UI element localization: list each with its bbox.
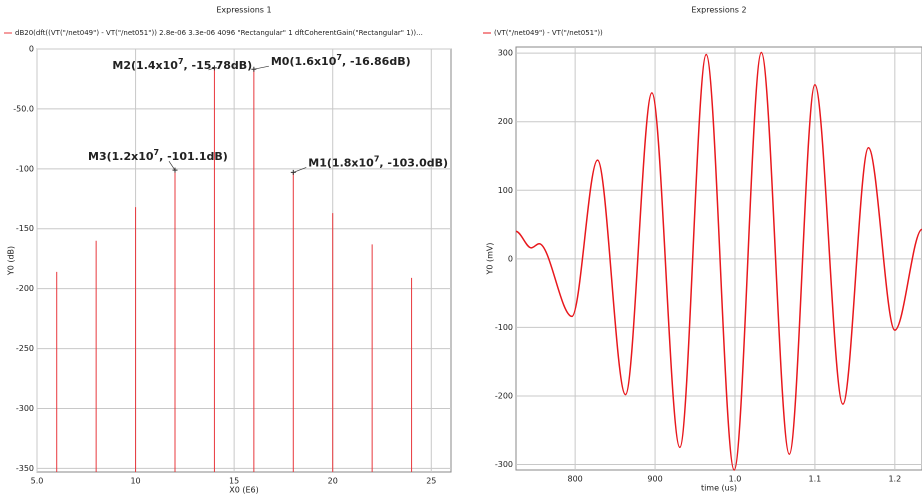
annotation-rest: , -101.1dB) [159, 150, 228, 163]
y-tick-label: -200 [16, 284, 34, 293]
marker [251, 66, 257, 72]
x-tick-label: 5.0 [31, 477, 44, 486]
annotation-rest: , -103.0dB) [379, 156, 448, 169]
x-tick-label: 20 [328, 477, 338, 486]
y-tick-label: -250 [16, 344, 34, 353]
annotation-rest: , -15.78dB) [184, 59, 253, 72]
annotation: M2(1.4x107, -15.78dB) [112, 56, 252, 72]
annotation-exp: 7 [374, 154, 380, 163]
x-tick-label: 25 [426, 477, 436, 486]
legend-label: dB20(dft((VT("/net049") - VT("/net051"))… [15, 29, 423, 37]
plot-area [36, 48, 452, 473]
chart-title: Expressions 1 [216, 6, 271, 15]
y-tick-label: -350 [16, 464, 34, 473]
annotation-exp: 7 [178, 56, 184, 65]
annotation-rest: , -16.86dB) [342, 55, 411, 68]
marker [211, 65, 217, 71]
y-tick-label: 200 [498, 117, 513, 126]
y-tick-label: -300 [16, 404, 34, 413]
y-tick-label: -300 [495, 460, 513, 469]
annotation-text: M2(1.4x10 [112, 59, 178, 72]
y-tick-label: 300 [498, 49, 513, 58]
y-axis-label: Y0 (mV) [486, 242, 495, 275]
annotation-leader [168, 160, 176, 171]
line [515, 51, 922, 471]
x-tick-label: 10 [130, 477, 140, 486]
y-tick-label: -100 [16, 164, 34, 173]
y-tick-label: -50.0 [13, 104, 34, 113]
x-tick-label: 900 [647, 475, 662, 484]
x-tick-label: 1.2 [888, 475, 901, 484]
marker [172, 167, 178, 173]
x-tick-label: 800 [568, 475, 583, 484]
y-tick-label: 100 [498, 186, 513, 195]
x-tick-label: 1.0 [729, 475, 742, 484]
y-tick-label: -150 [16, 224, 34, 233]
annotation: M0(1.6x107, -16.86dB) [271, 53, 411, 68]
annotation-text: M3(1.2x10 [88, 150, 154, 163]
x-tick-label: 15 [229, 477, 239, 486]
y-tick-label: 0 [508, 254, 513, 263]
marker [290, 169, 296, 175]
y-tick-label: -200 [495, 391, 513, 400]
annotation-text: M1(1.8x10 [308, 156, 374, 169]
annotation: M3(1.2x107, -101.1dB) [88, 148, 228, 164]
x-axis-label: time (us) [701, 484, 737, 493]
chart-title: Expressions 2 [691, 6, 746, 15]
x-tick-label: 1.1 [809, 475, 822, 484]
y-tick-label: -100 [495, 323, 513, 332]
annotation-text: M0(1.6x10 [271, 55, 337, 68]
legend-label: (VT("/net049") - VT("/net051")) [494, 29, 603, 37]
annotation-exp: 7 [336, 53, 342, 62]
annotation-leader [293, 167, 307, 173]
y-tick-label: 0 [29, 45, 34, 54]
x-axis-label: X0 (E6) [229, 486, 259, 495]
y-axis-label: Y0 (dB) [7, 246, 16, 276]
annotation: M1(1.8x107, -103.0dB) [308, 154, 448, 170]
annotation-exp: 7 [154, 148, 160, 157]
